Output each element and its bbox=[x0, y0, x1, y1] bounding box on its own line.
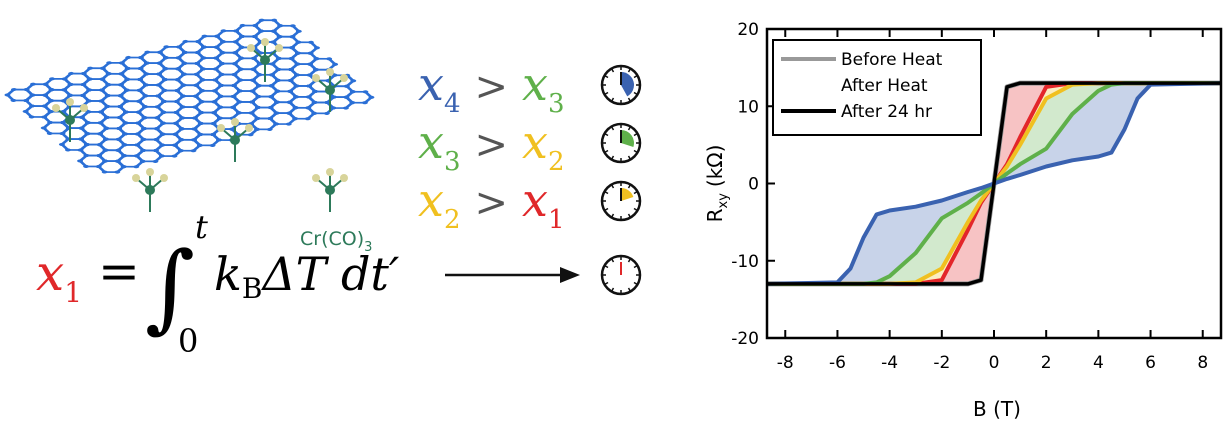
lhs: x bbox=[418, 57, 444, 111]
rhs-sub: 2 bbox=[548, 147, 565, 177]
figure: Cr(CO)3x4>x3x3>x2x2>x1x1=∫t0kBΔT dt′ -8-… bbox=[0, 0, 1223, 431]
y-label-sub: xy bbox=[716, 193, 731, 209]
x-tick-label: -2 bbox=[933, 353, 950, 373]
carbonyl bbox=[326, 68, 334, 76]
operator: > bbox=[475, 180, 509, 226]
y-label-unit: (kΩ) bbox=[703, 145, 727, 187]
carbonyl bbox=[217, 124, 225, 132]
carbonyl bbox=[132, 174, 140, 182]
page: Cr(CO)3x4>x3x3>x2x2>x1x1=∫t0kBΔT dt′ -8-… bbox=[0, 0, 1223, 431]
chart: -8-6-4-202468-20-1001020B (T)Rxy(kΩ)Befo… bbox=[703, 20, 1221, 421]
lhs-sub: 4 bbox=[444, 89, 461, 119]
carbonyl bbox=[52, 104, 60, 112]
x-tick-label: -8 bbox=[777, 353, 794, 373]
rest: ΔT dt′ bbox=[260, 247, 399, 301]
y-tick-label: 10 bbox=[737, 97, 759, 117]
rhs: x bbox=[522, 173, 548, 227]
x-tick-label: 0 bbox=[989, 353, 1000, 373]
operator: > bbox=[475, 64, 509, 110]
legend-label: After 24 hr bbox=[841, 102, 932, 122]
chromium bbox=[65, 115, 75, 125]
chromium bbox=[325, 185, 335, 195]
y-axis-label: Rxy (kΩ) bbox=[703, 145, 731, 223]
x-tick-label: 4 bbox=[1093, 353, 1104, 373]
inequality: x2>x1 bbox=[418, 173, 565, 235]
y-label-symbol: R bbox=[703, 208, 727, 222]
k: k bbox=[214, 247, 242, 301]
rhs: x bbox=[522, 57, 548, 111]
lhs: x bbox=[418, 173, 444, 227]
carbonyl bbox=[146, 168, 154, 176]
chromium bbox=[230, 135, 240, 145]
carbonyl bbox=[261, 38, 269, 46]
arrow-head bbox=[560, 267, 580, 283]
carbonyl bbox=[312, 174, 320, 182]
rhs-sub: 1 bbox=[548, 205, 565, 235]
x-tick-label: 8 bbox=[1197, 353, 1208, 373]
equals: = bbox=[98, 242, 140, 300]
equation-rhs: kBΔT dt′ bbox=[214, 247, 400, 305]
x-sub: 1 bbox=[64, 276, 82, 309]
k-sub: B bbox=[242, 272, 263, 305]
carbonyl bbox=[326, 168, 334, 176]
inequality: x3>x2 bbox=[418, 115, 565, 177]
equation-lhs: x1 bbox=[36, 244, 82, 309]
carbonyl bbox=[340, 74, 348, 82]
x-tick-label: -4 bbox=[881, 353, 898, 373]
chromium bbox=[145, 185, 155, 195]
inequality: x4>x3 bbox=[418, 57, 565, 119]
x-tick-label: 2 bbox=[1041, 353, 1052, 373]
legend-label: After Heat bbox=[841, 76, 928, 96]
y-tick-label: 20 bbox=[737, 20, 759, 40]
chromium bbox=[260, 55, 270, 65]
x-axis-label: B (T) bbox=[973, 397, 1021, 421]
carbonyl bbox=[247, 44, 255, 52]
rhs-sub: 3 bbox=[548, 89, 565, 119]
lhs-sub: 2 bbox=[444, 205, 461, 235]
x-tick-label: -6 bbox=[829, 353, 846, 373]
y-tick-label: 0 bbox=[748, 175, 759, 195]
graphene-lattice bbox=[0, 13, 378, 212]
carbonyl bbox=[340, 174, 348, 182]
carbonyl bbox=[275, 44, 283, 52]
carbonyl bbox=[245, 124, 253, 132]
carbonyl bbox=[160, 174, 168, 182]
lattice-body bbox=[0, 13, 378, 180]
carbonyl bbox=[80, 104, 88, 112]
lhs: x bbox=[418, 115, 444, 169]
legend-label: Before Heat bbox=[841, 50, 943, 70]
lhs-sub: 3 bbox=[444, 147, 461, 177]
carbonyl bbox=[312, 74, 320, 82]
y-tick-label: -20 bbox=[731, 329, 759, 349]
upper-limit: t bbox=[195, 208, 208, 246]
chromium bbox=[325, 85, 335, 95]
carbonyl bbox=[66, 98, 74, 106]
x-tick-label: 6 bbox=[1145, 353, 1156, 373]
carbonyl bbox=[231, 118, 239, 126]
y-tick-label: -10 bbox=[731, 252, 759, 272]
operator: > bbox=[475, 122, 509, 168]
rhs: x bbox=[522, 115, 548, 169]
lower-limit: 0 bbox=[178, 322, 198, 360]
x: x bbox=[36, 244, 64, 302]
